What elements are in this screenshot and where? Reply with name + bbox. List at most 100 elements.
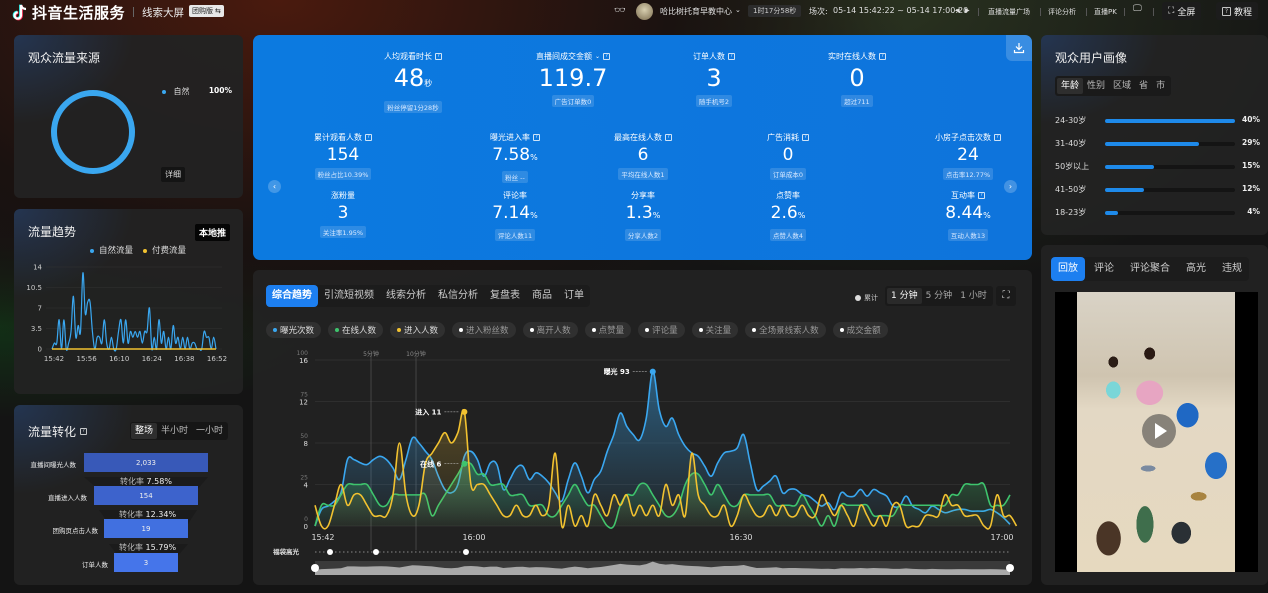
help-icon[interactable]: ? <box>978 192 985 199</box>
tab-lead-analysis[interactable]: 线索分析 <box>386 290 426 301</box>
metric-value: 7.58% <box>445 145 585 168</box>
fullscreen-icon: ⛶ <box>1168 6 1175 16</box>
metric-chip[interactable]: 在线人数 <box>328 322 384 338</box>
tab-age[interactable]: 年龄 <box>1057 78 1084 94</box>
help-icon[interactable]: ? <box>665 134 672 141</box>
tab-whole[interactable]: 整场 <box>131 423 158 439</box>
traffic-trend-chart: 0 3.5 7 10.5 14 15:42 15:56 16:10 16:24 16:38 16:5… <box>26 264 227 364</box>
help-icon[interactable]: ? <box>994 134 1001 141</box>
metric-label: 曝光进入率? <box>445 132 585 143</box>
metric-label-text: 互动率 <box>951 191 975 200</box>
local-push-button[interactable]: 本地推 <box>194 224 230 241</box>
tab-violations[interactable]: 违规 <box>1222 263 1242 274</box>
funnel-bar-entry[interactable]: 154 <box>94 486 198 505</box>
zoom-handle-right[interactable] <box>1006 564 1014 572</box>
link-live-pk[interactable]: 直播PK <box>1094 8 1117 16</box>
tab-highlights[interactable]: 高光 <box>1186 263 1206 274</box>
account-name[interactable]: 哈比树托育早教中心 <box>660 7 732 16</box>
cumulative-toggle[interactable]: 累计 <box>855 293 878 303</box>
metric-chip[interactable]: 离开人数 <box>522 322 578 338</box>
replay-video[interactable] <box>1055 292 1258 572</box>
metric-label: 评论率 <box>445 190 585 201</box>
metric-sub: 随手机号2 <box>695 95 733 107</box>
prev-page-arrow[interactable]: ‹ <box>268 180 281 193</box>
tab-orders[interactable]: 订单 <box>564 290 584 301</box>
monitor-icon[interactable]: 🖵︎ <box>1133 4 1142 14</box>
tab-comments[interactable]: 评论 <box>1094 263 1114 274</box>
annotation-point[interactable] <box>649 368 656 375</box>
tab-comment-aggregate[interactable]: 评论聚合 <box>1130 263 1170 274</box>
help-icon[interactable]: ? <box>365 134 372 141</box>
prev-session-icon[interactable]: ◀ <box>955 7 960 14</box>
annotation-point[interactable] <box>461 408 468 415</box>
traffic-trend-panel: 流量趋势 本地推 自然流量 付费流量 0 3.5 7 10.5 14 15:42 15:56… <box>14 209 243 394</box>
fullscreen-button[interactable]: ⛶ 全屏 <box>1162 2 1202 20</box>
funnel-bar-order[interactable]: 3 <box>114 553 178 572</box>
metric-value-number: 7.58 <box>492 145 531 165</box>
metric-chip[interactable]: 点赞量 <box>584 322 632 338</box>
metric-value: 0 <box>787 64 927 92</box>
tab-one-hour[interactable]: 一小时 <box>196 426 224 436</box>
highlight-marker[interactable] <box>327 549 333 555</box>
metric-chip[interactable]: 评论量 <box>638 322 685 338</box>
help-icon[interactable]: ? <box>533 134 540 141</box>
tab-half-hour[interactable]: 半小时 <box>161 426 189 436</box>
help-icon[interactable]: ? <box>802 134 809 141</box>
tab-gender[interactable]: 性别 <box>1087 81 1106 91</box>
tab-overall-trend[interactable]: 综合趋势 <box>266 285 318 307</box>
version-switch[interactable]: 团购版 ⇆ <box>189 5 224 17</box>
tab-city[interactable]: 市 <box>1156 81 1166 91</box>
expand-chart-button[interactable]: ⛶ <box>996 286 1016 306</box>
tab-5min[interactable]: 5 分钟 <box>925 291 953 301</box>
help-icon[interactable]: ? <box>728 53 735 60</box>
legend-item-paid[interactable]: 付费流量 <box>143 244 186 256</box>
tab-region[interactable]: 区域 <box>1113 81 1132 91</box>
legend-dot <box>162 89 166 94</box>
tutorial-button[interactable]: ? 教程 <box>1216 2 1259 20</box>
funnel-bar-exposure[interactable]: 2,033 <box>84 453 208 472</box>
funnel-bar-click[interactable]: 19 <box>104 519 188 538</box>
tab-dm-analysis[interactable]: 私信分析 <box>438 290 478 301</box>
download-button[interactable] <box>1006 35 1032 61</box>
play-icon[interactable] <box>1142 414 1176 448</box>
help-icon[interactable]: ? <box>879 53 886 60</box>
help-icon[interactable]: ? <box>435 53 442 60</box>
metric-chip[interactable]: 进入粉丝数 <box>452 322 516 338</box>
chip-label: 点赞量 <box>598 326 625 336</box>
zoom-handle-left[interactable] <box>311 564 319 572</box>
chevron-down-icon[interactable]: ⌄ <box>594 53 601 60</box>
highlight-marker[interactable] <box>463 549 469 555</box>
tab-products[interactable]: 商品 <box>532 290 552 301</box>
metric-card: 评论率 7.14% 评论人数11 <box>445 190 585 241</box>
legend-item-natural[interactable]: 自然流量 <box>90 244 133 256</box>
metric-chip[interactable]: 全场景线索人数 <box>745 322 826 338</box>
traffic-source-donut[interactable] <box>48 87 138 177</box>
next-session-icon[interactable]: ▶ <box>965 7 970 14</box>
chevron-down-icon[interactable]: ⌄ <box>735 6 741 14</box>
annotation-point[interactable] <box>461 460 468 467</box>
tab-short-video[interactable]: 引流短视频 <box>324 290 374 301</box>
metric-chip[interactable]: 进入人数 <box>390 322 446 338</box>
metric-sub: 互动人数13 <box>947 229 989 241</box>
metric-chip[interactable]: 曝光次数 <box>266 322 322 338</box>
account-avatar[interactable] <box>636 3 653 20</box>
metric-label-text: 点赞率 <box>776 191 800 200</box>
detail-button[interactable]: 详细 <box>161 167 185 182</box>
tab-province[interactable]: 省 <box>1139 81 1149 91</box>
tab-1hour[interactable]: 1 小时 <box>960 291 987 301</box>
metric-value: 24 <box>898 145 1032 165</box>
highlight-marker[interactable] <box>373 549 379 555</box>
tab-1min[interactable]: 1 分钟 <box>887 288 922 304</box>
help-icon[interactable]: ? <box>603 53 611 60</box>
help-icon[interactable]: ? <box>80 428 88 435</box>
tab-review-table[interactable]: 复盘表 <box>490 290 520 301</box>
donut-slice-natural[interactable] <box>51 90 135 174</box>
metric-chip[interactable]: 成交金额 <box>832 322 888 338</box>
link-comment-analysis[interactable]: 评论分析 <box>1048 8 1076 16</box>
next-page-arrow[interactable]: › <box>1004 180 1017 193</box>
tab-replay[interactable]: 回放 <box>1051 257 1085 281</box>
glasses-icon[interactable]: 👓︎ <box>614 6 626 16</box>
link-live-traffic[interactable]: 直播流量广场 <box>988 8 1030 16</box>
metric-chip[interactable]: 关注量 <box>691 322 739 338</box>
age-label: 18-23岁 <box>1055 208 1087 217</box>
